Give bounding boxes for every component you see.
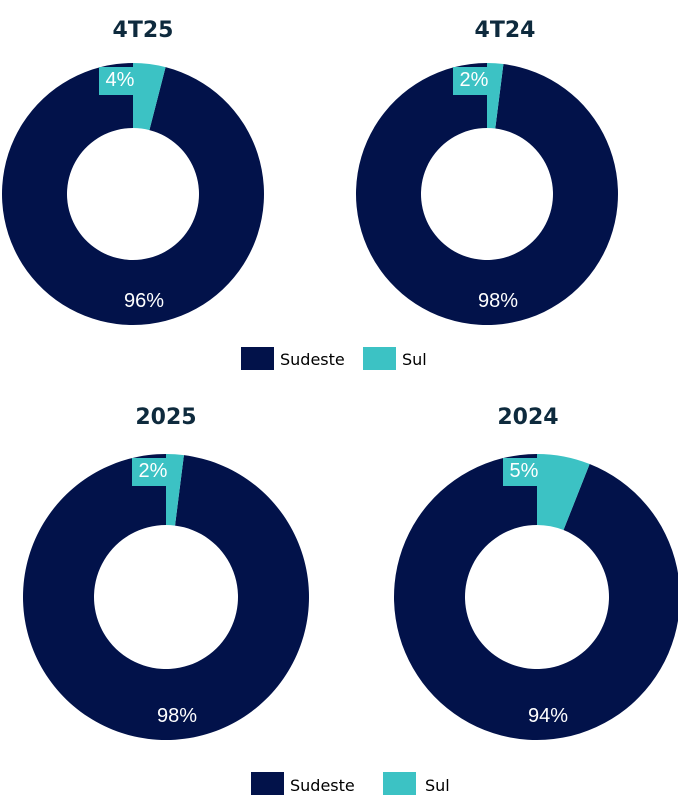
data-label-sul: 4%: [106, 69, 135, 91]
chart-title: 2025: [135, 405, 196, 430]
chart-title: 4T24: [475, 18, 536, 43]
slice-sudeste: [23, 454, 310, 740]
legend-swatch-sudeste: [241, 347, 274, 370]
slice-sudeste: [1, 63, 264, 325]
data-label-sudeste: 98%: [478, 290, 518, 312]
legend-swatch-sudeste: [251, 772, 284, 795]
slice-sul: [537, 454, 590, 531]
legend-label-sudeste: Sudeste: [290, 776, 355, 795]
donut-chart-4T24: 4T24 2% 98%: [356, 18, 618, 325]
legend-label-sul: Sul: [425, 776, 450, 795]
data-label-sudeste: 96%: [124, 290, 164, 312]
legend-label-sudeste: Sudeste: [280, 350, 345, 369]
data-label-sul: 2%: [139, 460, 168, 482]
donut-chart-2025: 2025 2% 98%: [23, 405, 310, 740]
data-label-box-sul: [132, 458, 174, 486]
data-label-sudeste: 94%: [528, 705, 568, 727]
donut-chart-4T25: 4T25 4% 96%: [1, 18, 264, 325]
data-label-sul: 2%: [460, 69, 489, 91]
legend-bottom: Sudeste Sul: [251, 772, 450, 795]
data-label-sul: 5%: [510, 460, 539, 482]
data-label-sudeste: 98%: [157, 705, 197, 727]
slice-sul: [133, 63, 166, 131]
data-label-box-sul: [503, 458, 545, 486]
legend-top: Sudeste Sul: [241, 347, 427, 370]
data-label-box-sul: [99, 67, 141, 95]
donut-chart-2024: 2024 5% 94%: [394, 405, 678, 740]
legend-swatch-sul: [363, 347, 396, 370]
data-label-box-sul: [453, 67, 495, 95]
slice-sudeste: [394, 454, 678, 740]
slice-sudeste: [356, 63, 618, 325]
legend-swatch-sul: [383, 772, 416, 795]
chart-title: 2024: [497, 405, 558, 430]
legend-label-sul: Sul: [402, 350, 427, 369]
chart-title: 4T25: [113, 18, 174, 43]
